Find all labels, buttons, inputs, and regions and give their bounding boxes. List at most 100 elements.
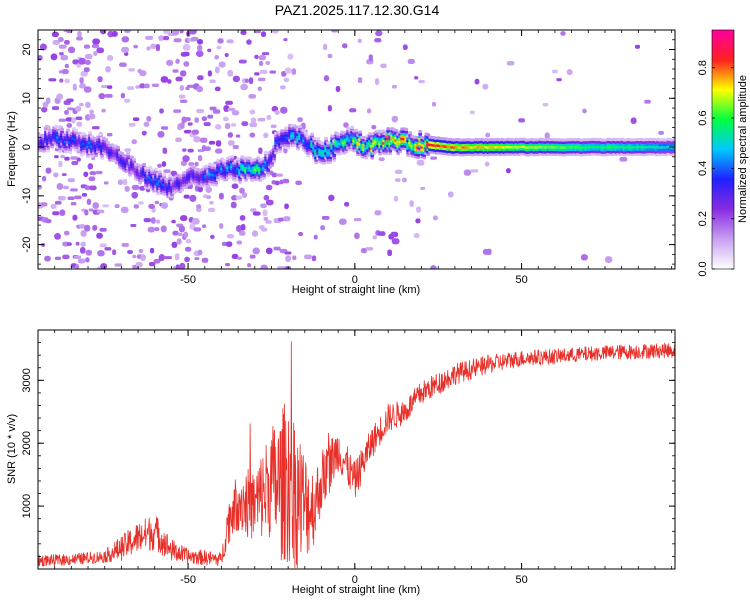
spectrogram-cell [131,184,140,190]
spectrogram-cell [74,195,82,200]
spectrogram-cell [566,69,573,76]
spectrogram-cell [225,100,233,105]
spectrogram-cell [320,225,326,231]
spectrogram-cell [150,247,155,254]
spectrogram-cell [208,140,216,145]
spectrogram-cell [251,230,259,237]
spectrogram-cell [151,83,160,87]
spectrogram-cell [207,48,212,53]
spectrogram-cell [78,57,87,65]
y-tick-label: -20 [21,237,33,253]
spectrogram-cell [100,154,105,158]
spectrogram-cell [232,145,239,150]
spectrogram-cell [298,124,303,129]
spectrogram-cell [59,52,64,56]
spectrogram-cell [216,178,221,182]
spectrogram-cell [88,113,96,120]
spectrogram-cell [353,218,362,222]
spectrogram-cell [240,83,248,91]
spectrogram-cell [357,77,363,84]
spectrogram-cell [86,155,91,159]
spectrogram-cell [370,156,375,160]
spectrogram-cell [148,166,153,170]
spectrogram-cell [214,54,219,60]
spectrogram-cell [312,136,317,140]
spectrogram-cell [135,85,141,89]
spectrogram-cell [58,44,67,49]
spectrogram-cell [89,171,97,176]
spectrogram-cell [207,114,214,119]
spectrogram-cell [87,163,94,170]
spectrogram-cell [263,216,269,221]
spectrogram-cell [194,257,200,261]
spectrogram-cell [96,209,105,214]
spectrogram-cell [48,78,57,82]
spectrogram-cell [189,223,196,230]
spectrogram-cell [155,44,160,52]
spectrogram-cell [212,109,221,114]
colorbar-tick-label: 0.6 [697,110,709,125]
spectrogram-cell [143,83,150,89]
spectrogram-cell [250,117,257,124]
spectrogram-cell [100,30,107,35]
spectrogram-cell [54,200,62,205]
spectrogram-cell [395,178,401,182]
spectrogram-cell [230,157,235,161]
spectrogram-cell [348,148,353,152]
x-tick-label: 0 [352,574,358,586]
spectrogram-cell [407,58,416,65]
spectrogram-cell [183,194,190,199]
spectrogram-cell [196,204,202,209]
spectrogram-cell [413,232,420,239]
spectrogram-cell [204,164,209,168]
spectrogram-cell [370,154,375,158]
spectrogram-cell [157,130,165,138]
spectrogram-cell [190,36,199,42]
spectrogram-cell [285,255,291,263]
spectrogram-cell [86,198,92,206]
spectrogram-cell [313,234,318,240]
spectrogram-cell [314,161,319,165]
spectrogram-cell [296,147,301,151]
spectrogram-cell [52,39,60,45]
snr-panel: -50 0 50 1000 2000 3000 Height of straight li… [6,329,676,596]
spectrogram-cell [272,159,277,163]
spectrogram-cell [430,265,437,269]
spectrogram-cell [41,106,48,113]
spectrogram-cell [332,156,337,160]
spectrogram-cell [62,254,70,260]
spectrogram-cell [259,69,268,74]
spectrogram-cell [56,126,61,130]
spectrogram-cell [51,106,60,111]
spectrogram-cell [374,210,382,216]
spectrogram-cell [582,108,587,114]
spectrogram-cell [104,94,113,98]
spectrogram-cell [274,109,280,115]
spectrogram-cell [384,151,389,156]
spectrogram-cell [214,183,219,187]
spectrogram-cell [324,137,329,141]
spectrogram-cell [162,173,167,177]
spectrogram-cell [160,126,169,130]
spectrogram-cell [505,168,511,174]
spectrogram-cell [231,110,240,116]
spectrogram-cell [658,130,664,135]
spectrogram-cell [98,92,106,100]
spectrogram-cell [258,147,263,155]
spectrogram-cell [367,108,372,114]
spectrogram-cell [196,50,204,58]
spectrogram-cell [230,155,235,159]
spectrogram-cell [92,202,100,210]
spectrogram-cell [630,117,637,124]
spectrogram-cell [60,127,65,132]
spectrogram-frame [37,29,676,270]
spectrogram-cell [418,130,423,134]
spectrogram-cell [184,246,192,252]
colorbar-tick-label: 0.0 [697,261,709,276]
x-tick-label: -50 [180,274,196,286]
spectrogram-cell [182,148,187,152]
spectrogram-cell [123,30,131,33]
spectrogram-cell [99,227,107,232]
snr-frame [37,329,676,570]
spectrogram-cell [376,129,381,133]
